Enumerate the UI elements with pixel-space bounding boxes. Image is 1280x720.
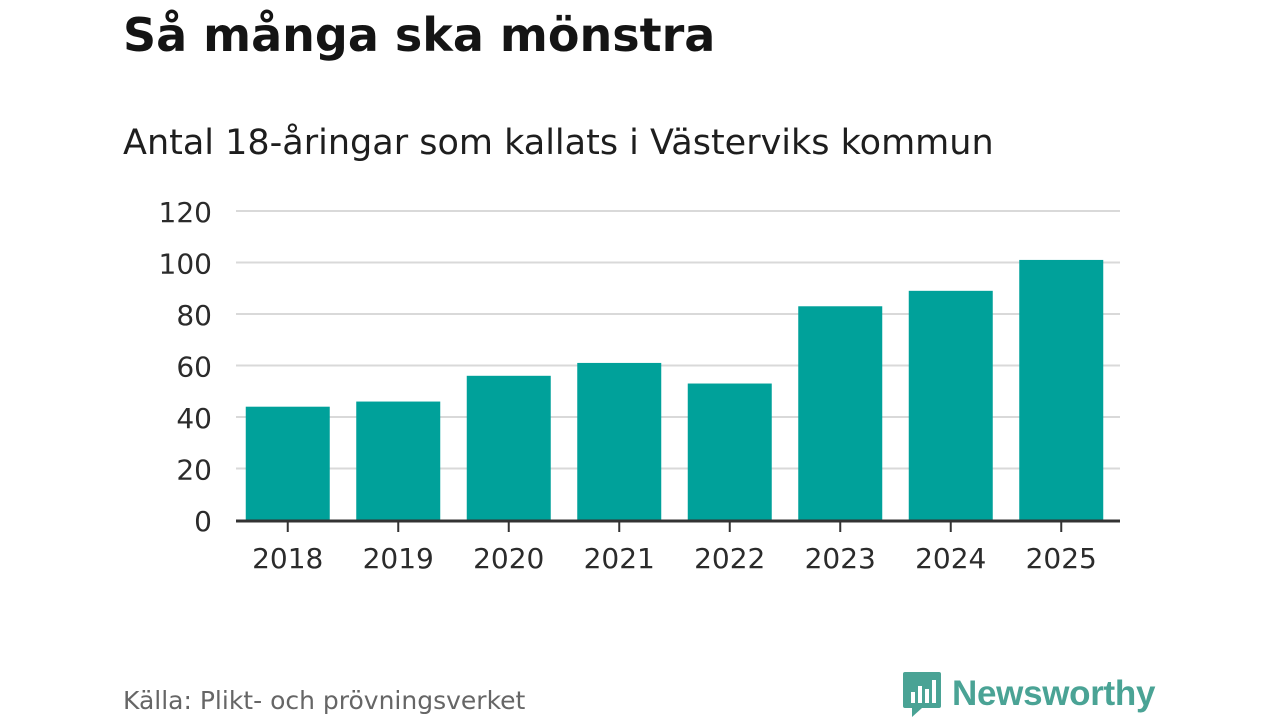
x-tick-label: 2023 <box>805 542 876 575</box>
x-tick-label: 2022 <box>694 542 765 575</box>
y-tick-label: 100 <box>159 248 212 281</box>
y-tick-label: 20 <box>176 454 212 487</box>
x-tick-label: 2021 <box>584 542 655 575</box>
y-tick-label: 0 <box>194 505 212 538</box>
source-note: Källa: Plikt- och prövningsverket <box>123 686 526 715</box>
x-tick-label: 2018 <box>252 542 323 575</box>
x-tick-label: 2020 <box>473 542 544 575</box>
bar <box>356 401 441 520</box>
chart-title: Så många ska mönstra <box>123 8 716 62</box>
x-tick-label: 2024 <box>915 542 986 575</box>
y-tick-label: 60 <box>176 351 212 384</box>
bar <box>798 306 883 520</box>
chart-subtitle: Antal 18-åringar som kallats i Västervik… <box>123 123 994 163</box>
newsworthy-logo-icon <box>903 672 941 717</box>
bar <box>245 406 330 520</box>
x-tick-label: 2019 <box>363 542 434 575</box>
bar <box>687 383 772 520</box>
y-tick-label: 80 <box>176 299 212 332</box>
x-tick-label: 2025 <box>1026 542 1097 575</box>
brand-name: Newsworthy <box>952 674 1156 713</box>
bar <box>908 290 993 520</box>
y-tick-label: 120 <box>159 196 212 229</box>
y-tick-label: 40 <box>176 402 212 435</box>
bar <box>1019 259 1104 520</box>
brand-logo: Newsworthy <box>902 670 1155 718</box>
bar <box>577 362 662 520</box>
bar <box>466 375 551 520</box>
